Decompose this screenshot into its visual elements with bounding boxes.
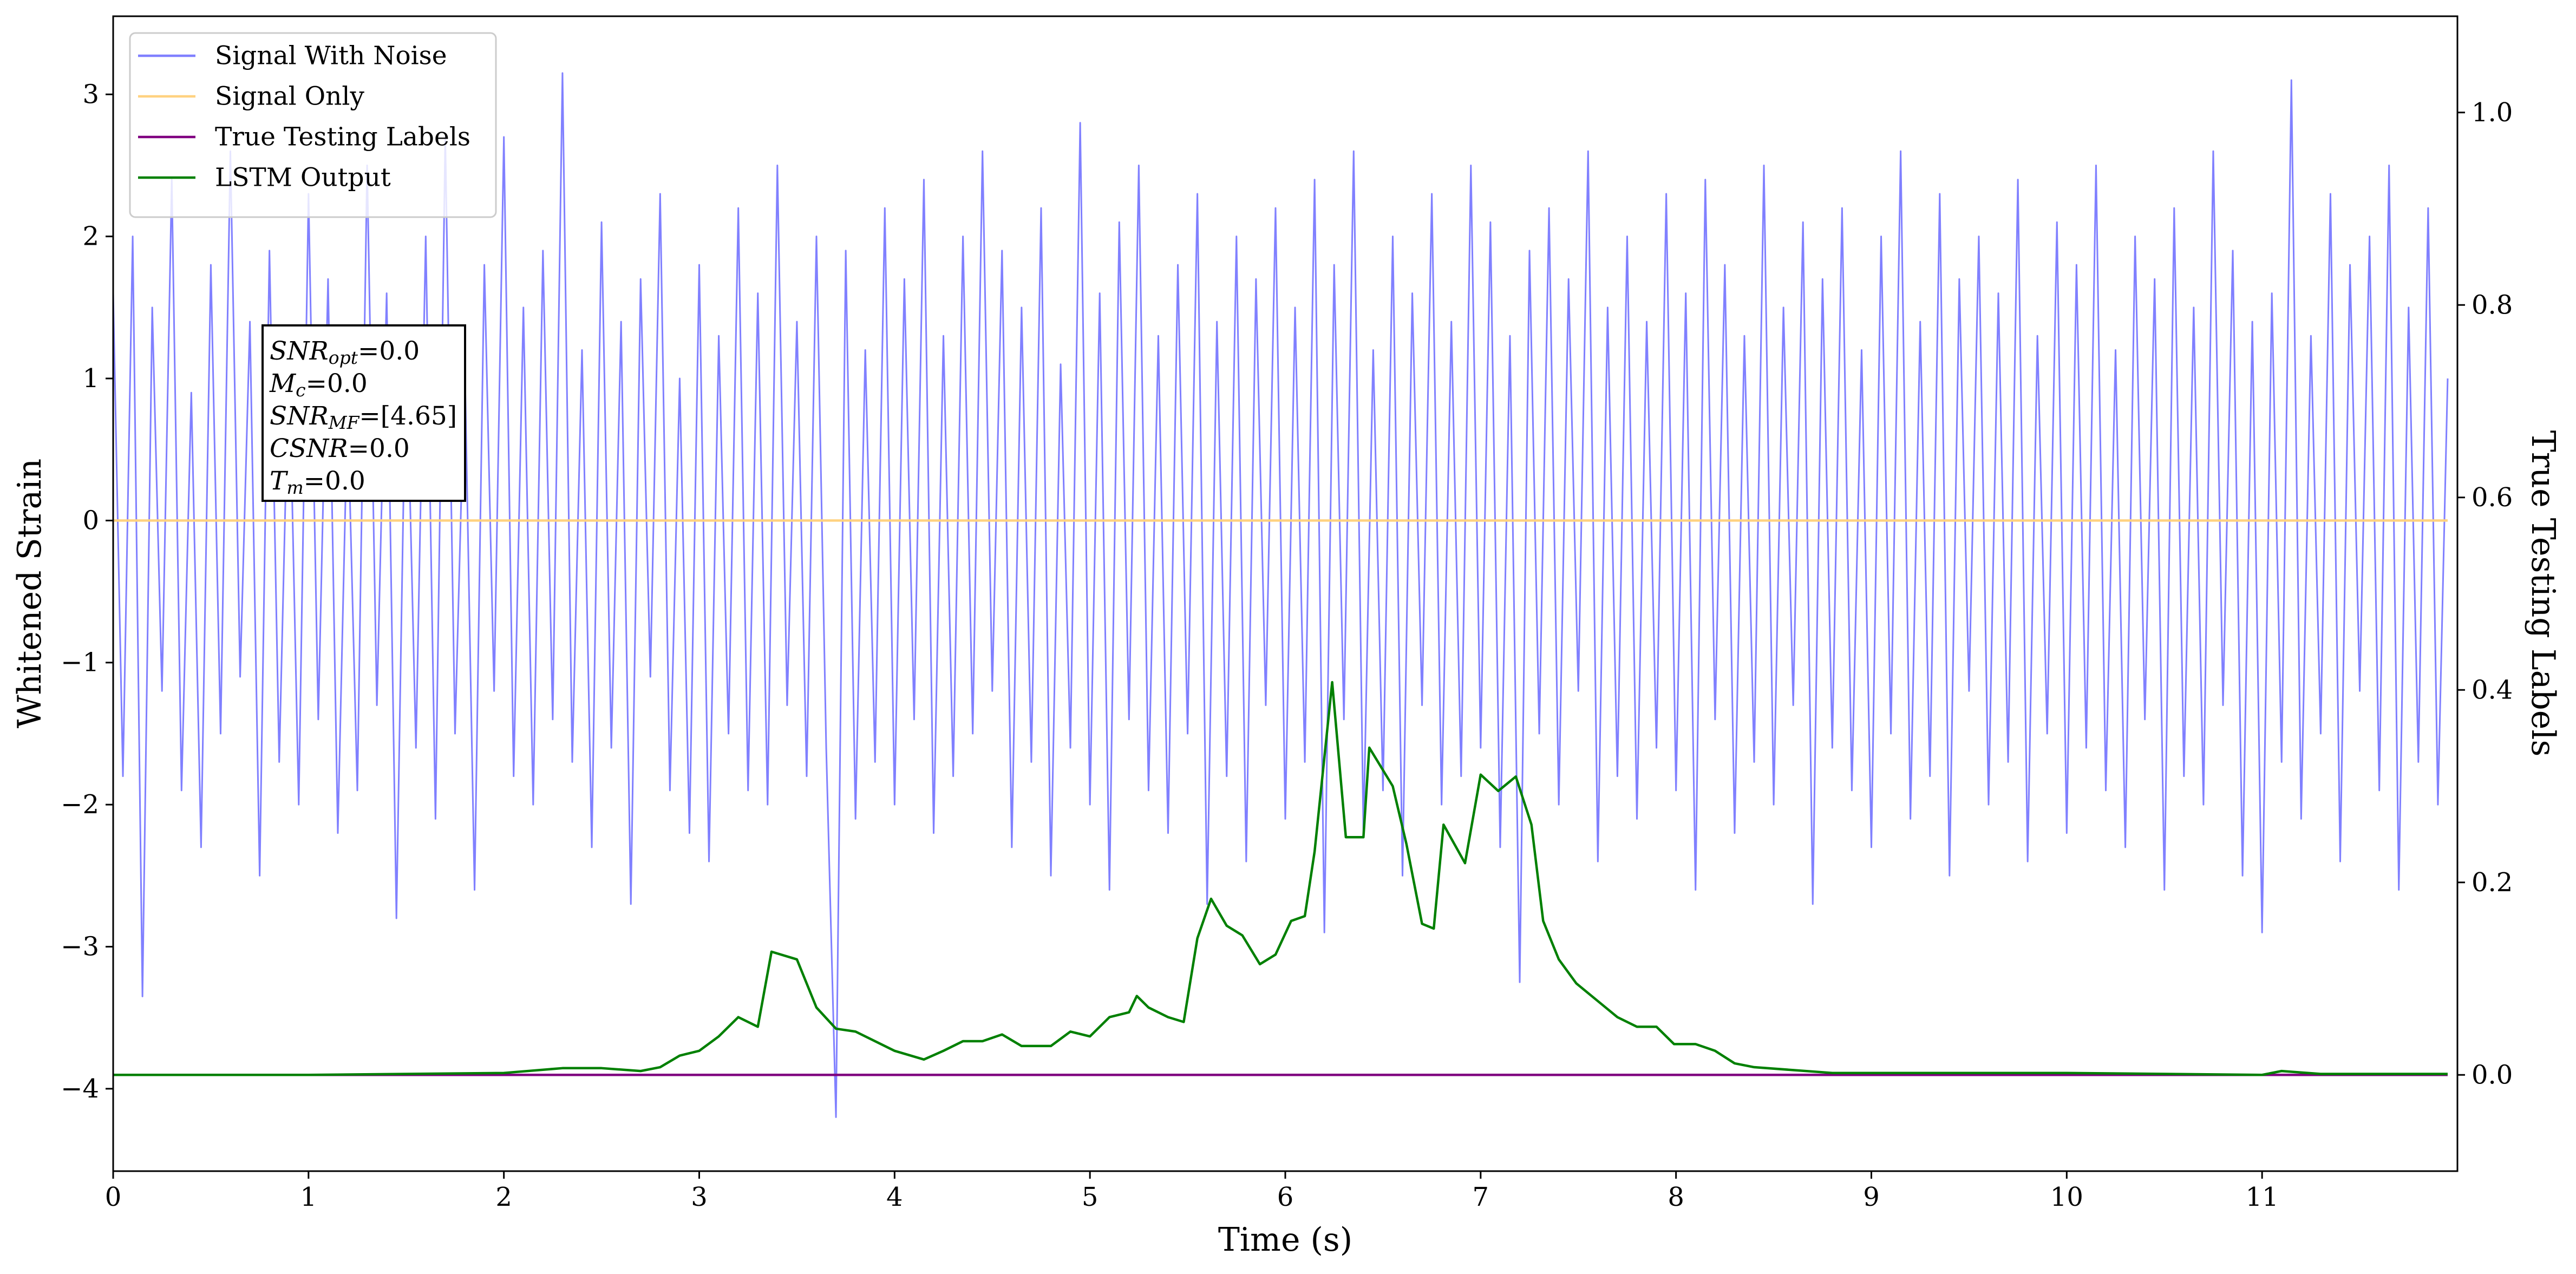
- x-tick-label: 0: [105, 1182, 122, 1212]
- annotation-symbol: M: [269, 369, 297, 398]
- y-axis-label: Whitened Strain: [11, 459, 49, 728]
- y-tick-label: −2: [61, 789, 99, 820]
- plot-area: [113, 72, 2449, 1118]
- y2-tick-label: 0.2: [2472, 867, 2513, 898]
- y-tick-label: 1: [82, 363, 99, 394]
- annotation-symbol: SNR: [270, 401, 329, 431]
- y-tick-label: −3: [61, 931, 99, 962]
- x-tick-label: 2: [495, 1182, 512, 1212]
- legend-label: Signal Only: [215, 82, 364, 112]
- legend-label: True Testing Labels: [215, 122, 470, 152]
- y-tick-label: 3: [82, 79, 99, 109]
- annotation-symbol: T: [270, 466, 289, 496]
- annotation-value: =[4.65]: [359, 401, 457, 431]
- x-tick-label: 5: [1082, 1182, 1099, 1212]
- y2-tick-label: 0.6: [2472, 482, 2513, 513]
- y2-tick-label: 0.8: [2472, 290, 2513, 320]
- plot-frame: [112, 15, 2459, 1172]
- annotation-value: =0.0: [358, 336, 420, 366]
- series-line: [113, 72, 2449, 1118]
- annotation-text: Tm=0.0: [270, 466, 365, 498]
- x-tick-label: 1: [300, 1182, 317, 1212]
- annotation-value: =0.0: [306, 369, 368, 398]
- y-tick-label: 2: [82, 221, 99, 252]
- x-tick-label: 7: [1473, 1182, 1489, 1212]
- annotation-subscript: MF: [328, 412, 360, 433]
- annotation-subscript: opt: [329, 347, 358, 368]
- annotation-subscript: c: [296, 380, 305, 401]
- x-tick-label: 11: [2246, 1182, 2279, 1212]
- annotation-text: Mc=0.0: [269, 369, 368, 401]
- legend-label: Signal With Noise: [215, 41, 447, 71]
- y2-tick-label: 1.0: [2472, 97, 2513, 128]
- series-line: [113, 681, 2448, 1076]
- annotation-text: SNRMF=[4.65]: [270, 401, 457, 433]
- legend: Signal With Noise Signal Only True Testing…: [129, 32, 497, 218]
- y-tick-label: 0: [82, 505, 99, 535]
- annotation-text: SNRopt=0.0: [270, 336, 420, 368]
- x-axis-label: Time (s): [1218, 1221, 1352, 1259]
- annotation-value: =0.0: [348, 434, 410, 463]
- annotation-box: [261, 324, 466, 502]
- annotation-symbol: CSNR: [270, 434, 348, 463]
- x-tick-label: 10: [2050, 1182, 2083, 1212]
- annotation-subscript: m: [286, 477, 303, 498]
- legend-box: [129, 32, 497, 218]
- y2-tick-label: 0.4: [2472, 675, 2513, 705]
- x-tick-label: 9: [1863, 1182, 1880, 1212]
- x-tick-label: 3: [691, 1182, 708, 1212]
- y2-axis-label: True Testing Labels: [2524, 430, 2562, 757]
- y-tick-label: −4: [61, 1074, 99, 1104]
- annotation-symbol: SNR: [270, 336, 329, 366]
- y-tick-label: −1: [61, 648, 99, 678]
- y2-tick-label: 0.0: [2472, 1060, 2513, 1090]
- x-tick-label: 6: [1277, 1182, 1294, 1212]
- annotation: SNRopt=0.0Mc=0.0SNRMF=[4.65]CSNR=0.0Tm=0…: [261, 324, 466, 502]
- x-tick-label: 4: [886, 1182, 903, 1212]
- x-tick-label: 8: [1668, 1182, 1684, 1212]
- legend-label: LSTM Output: [215, 163, 391, 193]
- annotation-value: =0.0: [304, 466, 365, 496]
- annotation-text: CSNR=0.0: [270, 434, 410, 463]
